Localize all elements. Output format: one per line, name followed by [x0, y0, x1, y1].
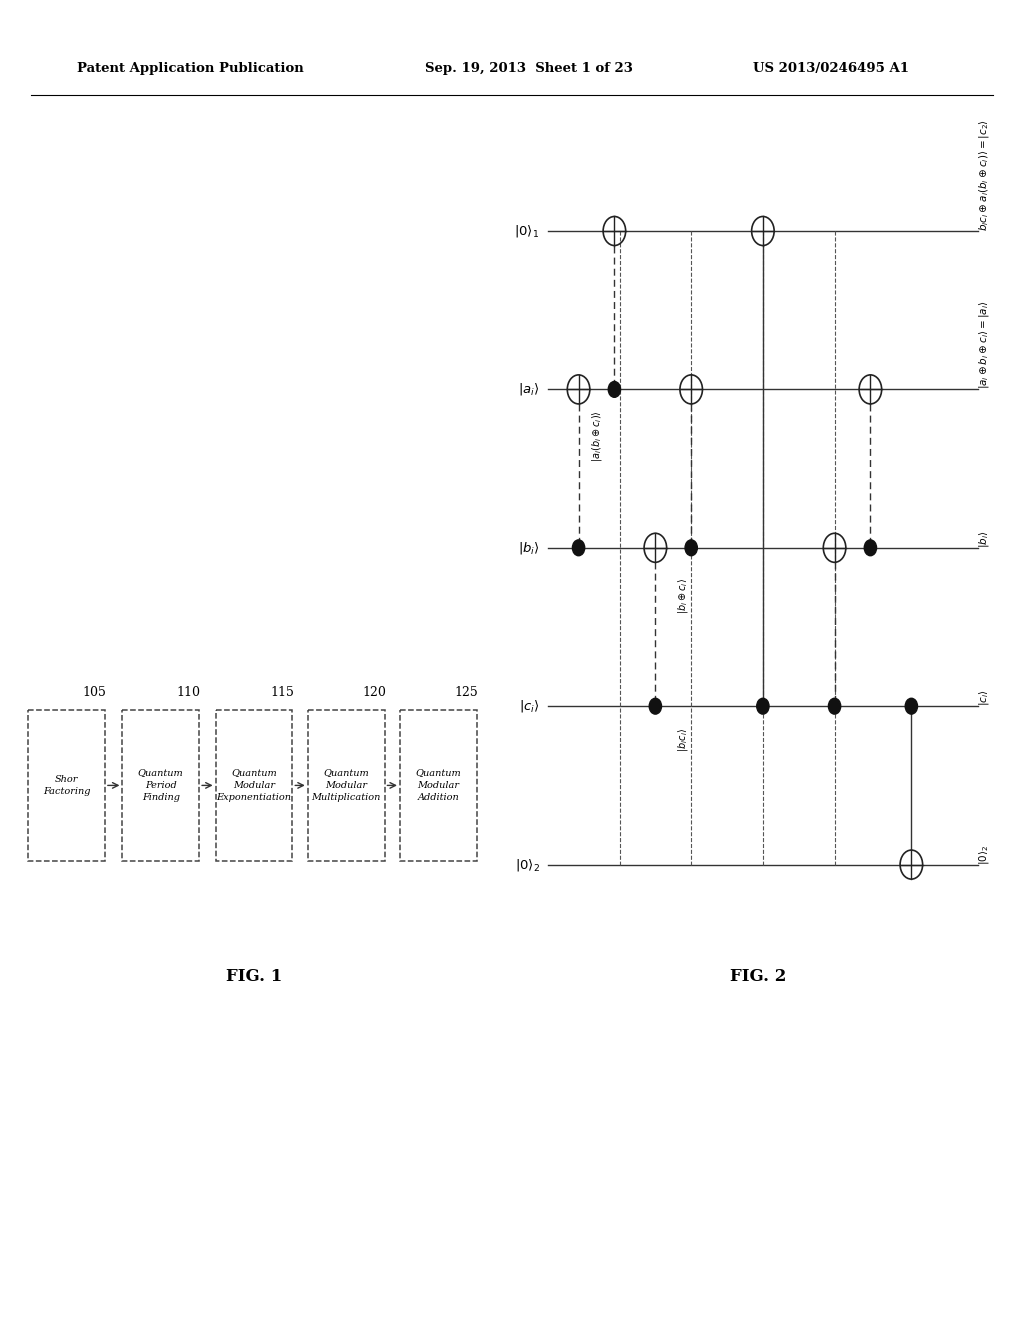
Circle shape — [905, 698, 918, 714]
Circle shape — [757, 698, 769, 714]
Text: Quantum
Period
Finding: Quantum Period Finding — [138, 768, 183, 803]
Text: $|c_i\rangle$: $|c_i\rangle$ — [977, 689, 991, 706]
Circle shape — [864, 540, 877, 556]
Text: $|0\rangle_2$: $|0\rangle_2$ — [514, 857, 540, 873]
Text: Quantum
Modular
Multiplication: Quantum Modular Multiplication — [311, 768, 381, 803]
FancyBboxPatch shape — [215, 710, 293, 861]
Circle shape — [828, 698, 841, 714]
Text: $|a_i \oplus b_i \oplus c_i\rangle = |a_i\rangle$: $|a_i \oplus b_i \oplus c_i\rangle = |a_… — [977, 301, 991, 389]
Text: FIG. 2: FIG. 2 — [729, 969, 786, 985]
Circle shape — [572, 540, 585, 556]
FancyBboxPatch shape — [123, 710, 199, 861]
FancyBboxPatch shape — [308, 710, 385, 861]
Text: Patent Application Publication: Patent Application Publication — [77, 62, 303, 75]
Text: 105: 105 — [83, 685, 106, 698]
Text: $|b_i\rangle$: $|b_i\rangle$ — [977, 531, 991, 548]
Text: $|c_i\rangle$: $|c_i\rangle$ — [519, 698, 540, 714]
Text: Shor
Factoring: Shor Factoring — [43, 775, 90, 796]
FancyBboxPatch shape — [29, 710, 105, 861]
Circle shape — [685, 540, 697, 556]
Text: $|a_i(b_i \oplus c_i)\rangle$: $|a_i(b_i \oplus c_i)\rangle$ — [590, 411, 604, 462]
Text: 125: 125 — [455, 685, 478, 698]
Text: Quantum
Modular
Addition: Quantum Modular Addition — [416, 768, 461, 803]
Text: 110: 110 — [177, 685, 201, 698]
Text: $|b_i\rangle$: $|b_i\rangle$ — [518, 540, 540, 556]
Text: $|0\rangle_1$: $|0\rangle_1$ — [514, 223, 540, 239]
Circle shape — [649, 698, 662, 714]
Text: US 2013/0246495 A1: US 2013/0246495 A1 — [753, 62, 908, 75]
Text: $|b_i c_i\rangle$: $|b_i c_i\rangle$ — [676, 729, 690, 752]
Circle shape — [608, 381, 621, 397]
FancyBboxPatch shape — [399, 710, 477, 861]
Text: $b_ic_i \oplus a_i(b_i \oplus c_i)\rangle = |c_2\rangle$: $b_ic_i \oplus a_i(b_i \oplus c_i)\rangl… — [977, 119, 991, 231]
Text: FIG. 1: FIG. 1 — [226, 969, 282, 985]
Text: $|0\rangle_2$: $|0\rangle_2$ — [977, 845, 991, 865]
Text: 120: 120 — [362, 685, 386, 698]
Text: 115: 115 — [270, 685, 294, 698]
Text: $|b_i \oplus c_i\rangle$: $|b_i \oplus c_i\rangle$ — [676, 578, 690, 614]
Text: Sep. 19, 2013  Sheet 1 of 23: Sep. 19, 2013 Sheet 1 of 23 — [425, 62, 633, 75]
Text: $|a_i\rangle$: $|a_i\rangle$ — [518, 381, 540, 397]
Text: Quantum
Modular
Exponentiation: Quantum Modular Exponentiation — [216, 768, 292, 803]
